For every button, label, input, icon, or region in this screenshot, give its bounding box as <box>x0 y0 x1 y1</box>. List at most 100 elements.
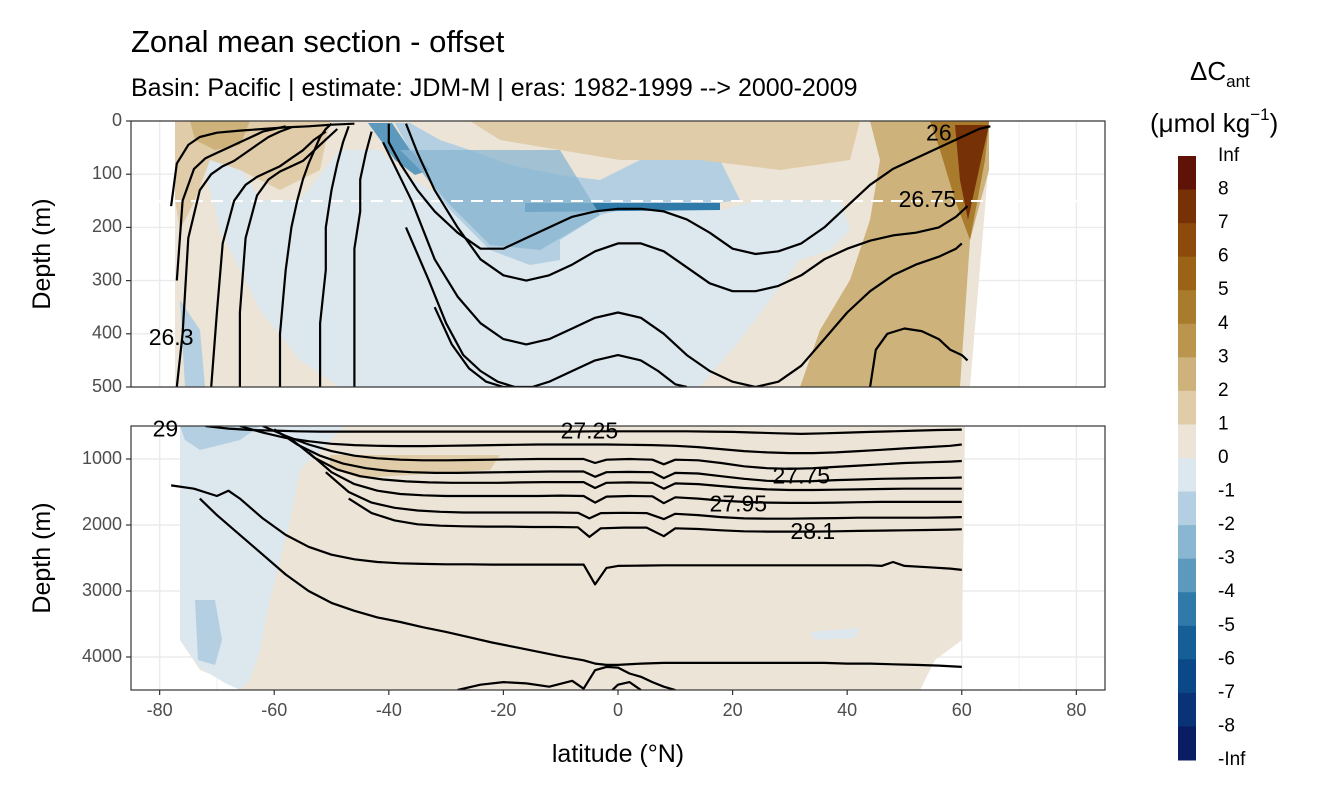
lower-y-ticks: 1000 2000 3000 4000 <box>82 448 131 666</box>
y-tick-label: 200 <box>92 216 122 236</box>
colorbar-label: 0 <box>1218 447 1229 468</box>
contour-label: 26 <box>926 119 952 145</box>
isopycnal-contour <box>290 438 962 492</box>
y-tick-label: 1000 <box>82 448 122 468</box>
colorbar-label: Inf <box>1218 145 1240 166</box>
x-tick-label: 20 <box>723 700 743 720</box>
y-axis-label-upper: Depth (m) <box>28 198 56 309</box>
isopycnal-contour <box>210 130 327 387</box>
y-axis-label-lower: Depth (m) <box>28 502 56 613</box>
chart-subtitle: Basin: Pacific | estimate: JDM-M | eras:… <box>131 74 858 102</box>
y-tick-label: 500 <box>92 376 122 396</box>
colorbar-swatch <box>1178 692 1196 727</box>
colorbar-swatch <box>1178 189 1196 224</box>
y-tick-label: 400 <box>92 323 122 343</box>
contour-label: 27.75 <box>773 463 831 489</box>
isopycnal-contour <box>404 123 969 293</box>
legend-units: (μmol kg−1) <box>1150 105 1278 138</box>
isopycnal-contour <box>325 471 962 521</box>
colorbar-swatch <box>1178 491 1196 526</box>
colorbar-label: -5 <box>1218 615 1235 636</box>
chart-title: Zonal mean section - offset <box>131 24 505 59</box>
isopycnal-contour <box>433 306 515 387</box>
isopycnal-contour <box>199 497 962 668</box>
contour-label: 28.1 <box>790 518 835 544</box>
colorbar-label: -7 <box>1218 682 1235 703</box>
colorbar-label: 5 <box>1218 279 1229 300</box>
x-tick-label: -60 <box>261 700 287 720</box>
colorbar-swatch <box>1178 424 1196 459</box>
x-ticks: -80 -60 -40 -20 0 20 40 60 80 <box>147 690 1086 720</box>
colorbar-label: -8 <box>1218 715 1235 736</box>
colorbar-swatch <box>1178 592 1196 627</box>
contour-label: 26.75 <box>899 186 957 212</box>
isopycnal-contour <box>238 128 339 387</box>
isopycnal-contour <box>348 497 962 539</box>
y-tick-label: 4000 <box>82 646 122 666</box>
upper-contours <box>170 122 991 387</box>
colorbar-label: 8 <box>1218 179 1229 200</box>
isopycnal-contour <box>170 122 355 207</box>
colorbar-label: 1 <box>1218 413 1229 434</box>
isopycnal-contour <box>239 426 962 455</box>
x-tick-label: 80 <box>1066 700 1086 720</box>
upper-panel <box>130 120 1106 388</box>
lower-negative-field <box>180 426 345 690</box>
colorbar-swatch <box>1178 390 1196 425</box>
colorbar-swatch <box>1178 659 1196 694</box>
upper-positive-north-core <box>955 125 989 220</box>
isopycnal-contour <box>307 451 962 505</box>
colorbar-swatch <box>1178 357 1196 392</box>
isopycnal-contour <box>262 426 962 470</box>
colorbar-label: -1 <box>1218 481 1235 502</box>
colorbar-labels: Inf 8 7 6 5 4 3 2 1 0 -1 -2 -3 -4 -5 -6 -7 -8 -Inf <box>1218 145 1246 770</box>
colorbar-swatch <box>1178 223 1196 258</box>
x-tick-label: -40 <box>376 700 402 720</box>
x-tick-label: 0 <box>613 700 623 720</box>
colorbar-label: 7 <box>1218 212 1229 233</box>
colorbar-legend: ΔCant (μmol kg−1) Inf 8 7 6 5 4 3 2 1 0 -1 -2 -3 -4 -5… <box>1150 56 1278 770</box>
x-tick-label: 40 <box>837 700 857 720</box>
colorbar-label: -Inf <box>1218 749 1246 770</box>
lower-panel <box>130 425 1106 691</box>
colorbar-swatch <box>1178 726 1196 761</box>
colorbar-label: 2 <box>1218 380 1229 401</box>
contour-label: 27.25 <box>561 418 619 444</box>
y-tick-label: 0 <box>112 110 122 130</box>
isopycnal-contour <box>869 327 969 387</box>
lower-negative-east <box>810 628 860 640</box>
lower-negative-patch-top <box>180 426 260 450</box>
colorbar-swatch <box>1178 558 1196 593</box>
colorbar-label: -2 <box>1218 514 1235 535</box>
isopycnal-contour <box>404 226 688 387</box>
isopycnal-contour <box>611 680 642 690</box>
y-tick-label: 100 <box>92 163 122 183</box>
colorbar-swatch <box>1178 156 1196 191</box>
colorbar-label: 6 <box>1218 246 1229 267</box>
x-tick-label: -80 <box>147 700 173 720</box>
isopycnal-contour <box>319 125 350 387</box>
isopycnal-contour <box>273 428 962 483</box>
isopycnal-contour <box>170 484 962 586</box>
isopycnal-contour <box>387 123 991 256</box>
y-tick-label: 300 <box>92 269 122 289</box>
colorbar-label: -4 <box>1218 581 1235 602</box>
colorbar-swatch <box>1178 525 1196 560</box>
x-tick-label: -20 <box>490 700 516 720</box>
isopycnal-contour <box>382 141 963 387</box>
legend-title: ΔCant <box>1190 56 1250 91</box>
colorbar-label: -6 <box>1218 648 1235 669</box>
upper-positive-surface <box>470 121 860 170</box>
contour-label: 29 <box>153 416 179 442</box>
isopycnal-contour <box>175 125 286 281</box>
upper-y-ticks: 0 100 200 300 400 500 <box>92 110 131 396</box>
colorbar-swatch <box>1178 625 1196 660</box>
upper-positive-north <box>800 121 989 387</box>
lower-contours <box>170 426 962 690</box>
lower-anomaly-field <box>180 426 965 690</box>
colorbar-label: 3 <box>1218 346 1229 367</box>
upper-anomaly-field <box>175 121 989 387</box>
colorbar-swatch <box>1178 458 1196 493</box>
